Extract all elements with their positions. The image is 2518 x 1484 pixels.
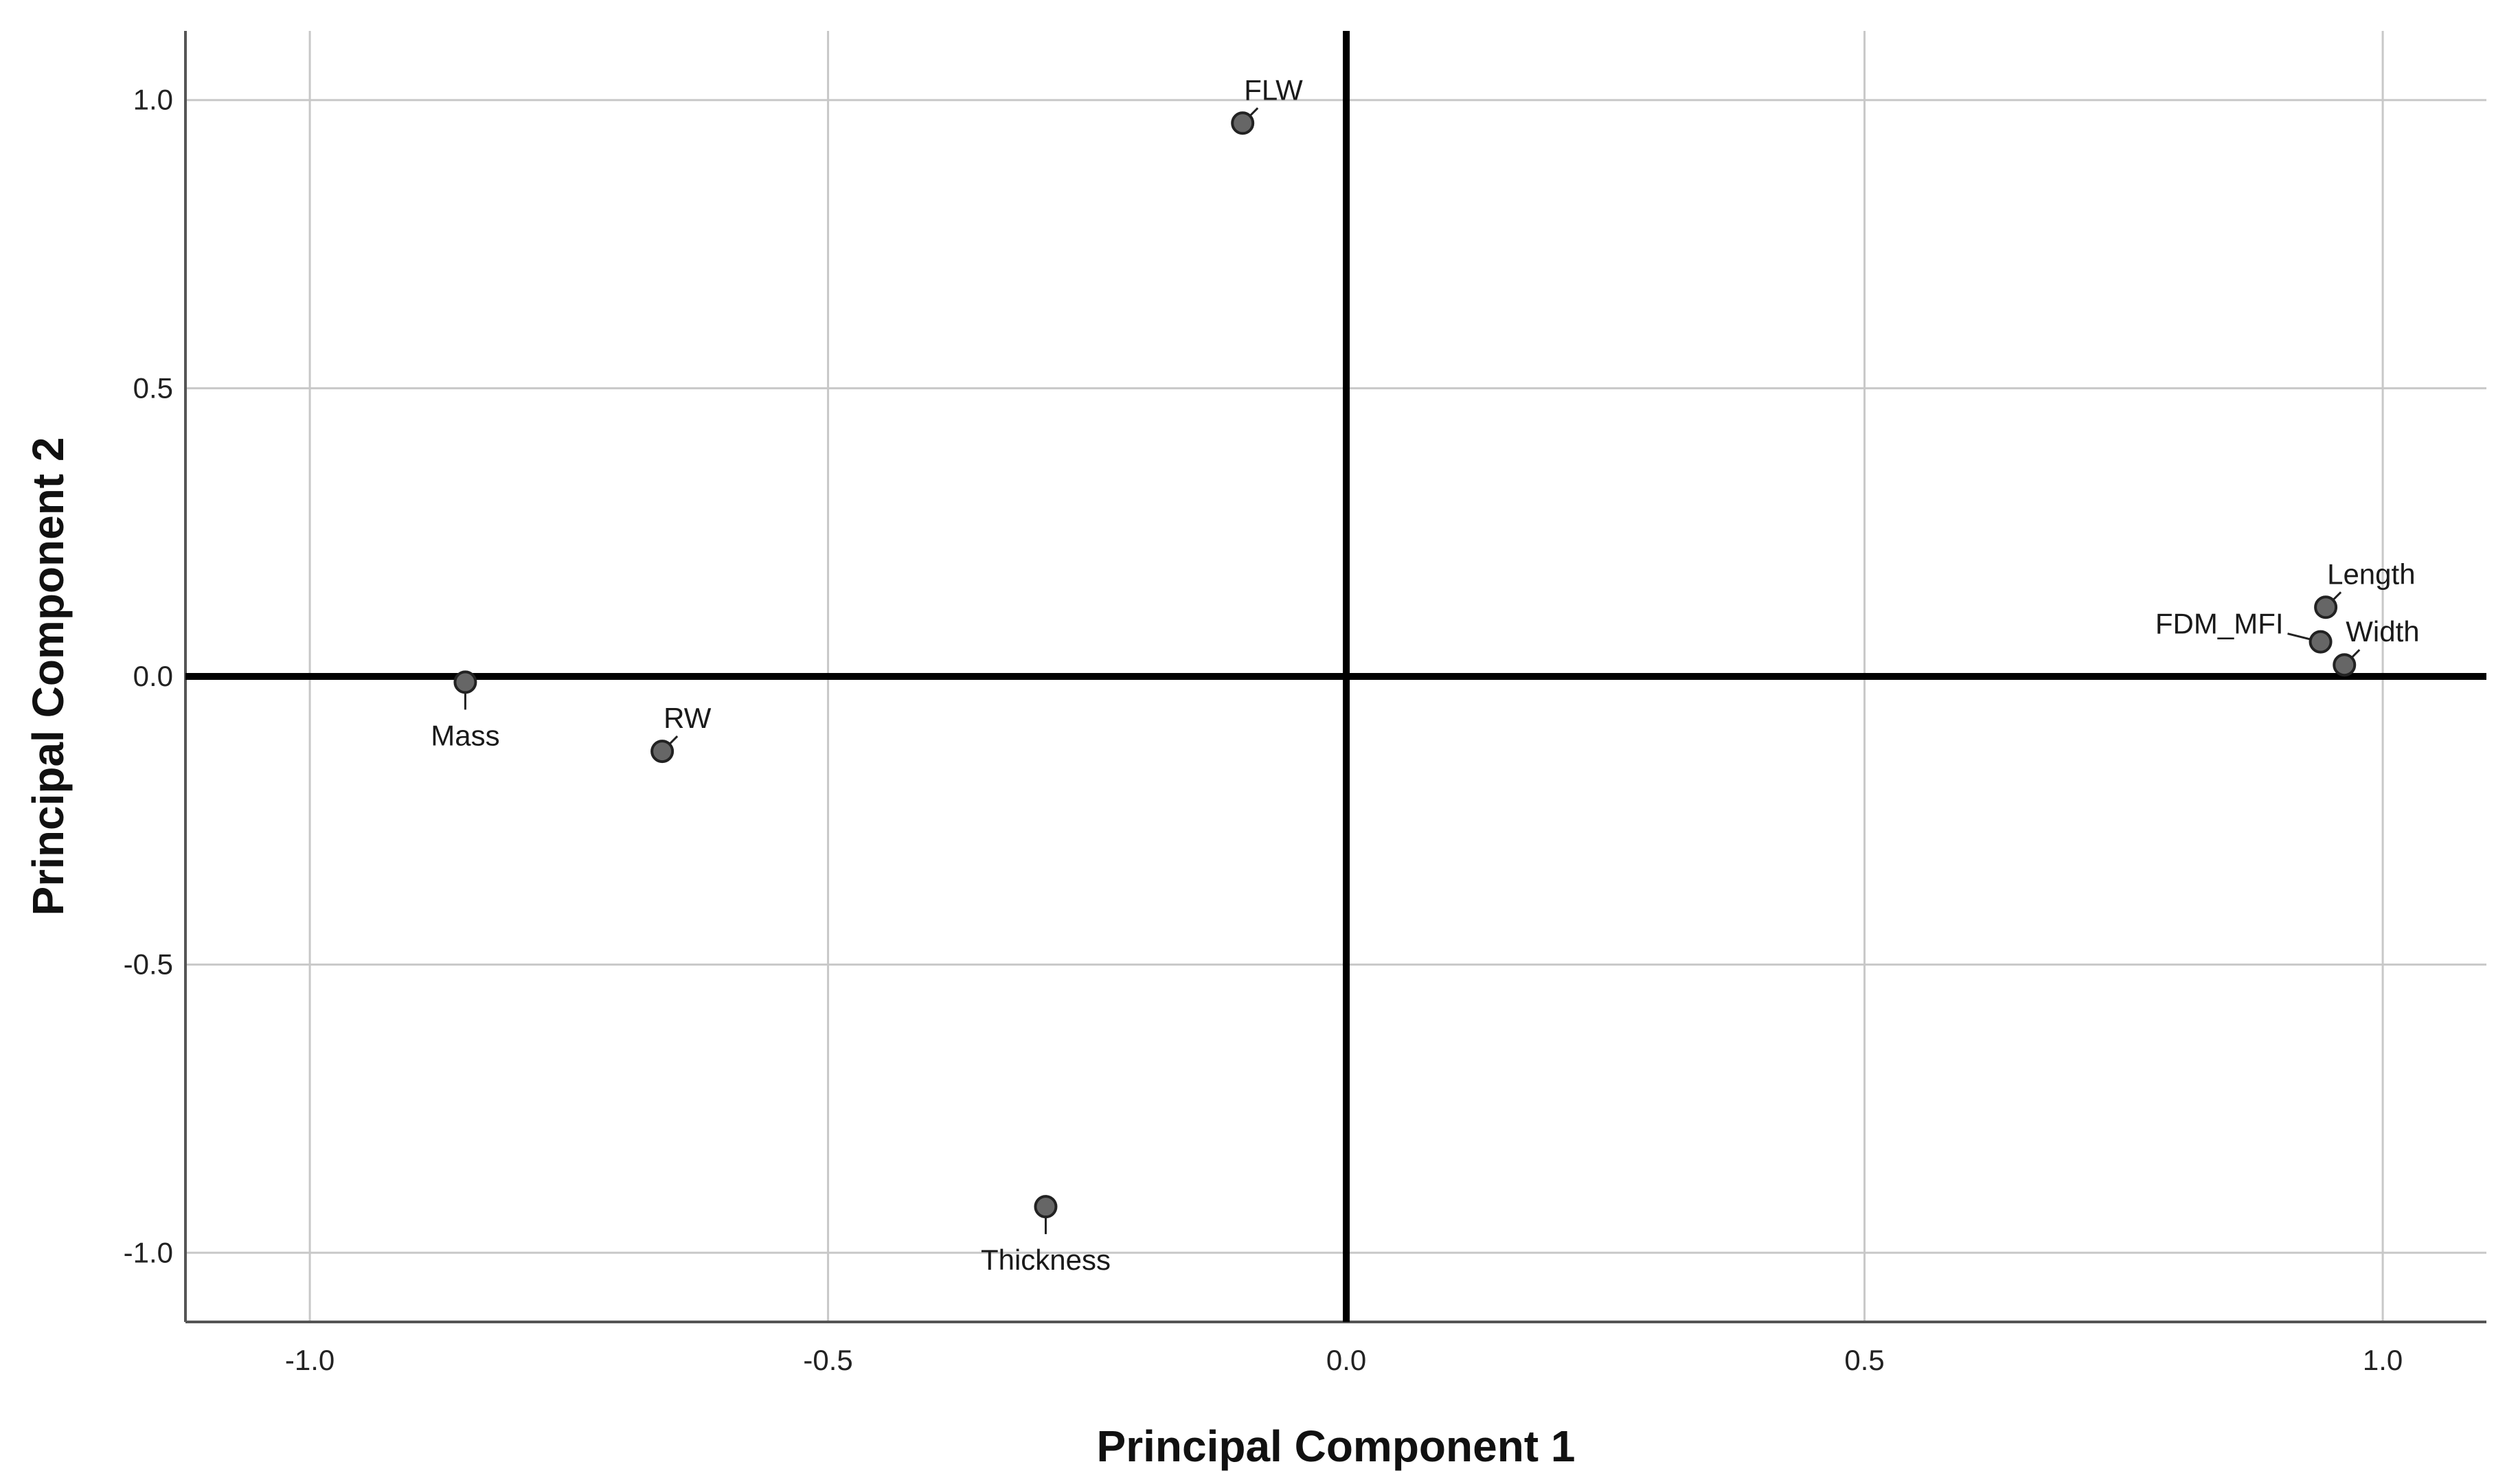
- data-label: Thickness: [981, 1244, 1111, 1276]
- y-tick-label: -1.0: [124, 1236, 173, 1268]
- x-tick-labels: -1.0 -0.5 0.0 0.5 1.0: [285, 1344, 2403, 1376]
- data-point: [453, 670, 477, 694]
- data-label: Length: [2327, 558, 2415, 590]
- y-tick-label: 0.0: [133, 660, 173, 692]
- data-point: [650, 740, 674, 764]
- y-tick-label: 0.5: [133, 372, 173, 404]
- data-label: FLW: [1244, 73, 1303, 106]
- data-point: [2314, 595, 2338, 619]
- data-point: [1231, 111, 1255, 135]
- data-point-group: FLW: [1231, 73, 1303, 135]
- data-label: RW: [663, 702, 712, 734]
- data-label: Width: [2346, 615, 2419, 648]
- x-axis-title: Principal Component 1: [1097, 1422, 1576, 1471]
- x-tick-label: 0.5: [1844, 1344, 1884, 1376]
- data-point-group: Width: [2333, 615, 2420, 677]
- data-point: [2333, 653, 2357, 677]
- data-point-group: Length: [2314, 558, 2416, 619]
- data-point: [1034, 1195, 1058, 1219]
- x-tick-label: -1.0: [285, 1344, 334, 1376]
- x-tick-label: 1.0: [2363, 1344, 2403, 1376]
- data-point-group: FDM_MFI: [2155, 608, 2333, 654]
- y-tick-labels: 1.0 0.5 0.0 -0.5 -1.0: [124, 84, 173, 1269]
- data-label: FDM_MFI: [2155, 608, 2284, 640]
- data-point-group: RW: [650, 702, 712, 764]
- y-axis-title: Principal Component 2: [23, 437, 73, 916]
- data-label: Mass: [431, 719, 499, 751]
- data-point-group: Thickness: [981, 1195, 1111, 1276]
- x-tick-label: 0.0: [1326, 1344, 1366, 1376]
- data-point-group: Mass: [431, 670, 500, 751]
- y-tick-label: 1.0: [133, 84, 173, 116]
- data-point: [2309, 630, 2333, 654]
- reference-lines: [185, 31, 2486, 1322]
- data-points: FLW Length FDM_MFI Width Mass RW Thickness: [431, 73, 2419, 1276]
- y-tick-label: -0.5: [124, 948, 173, 981]
- x-tick-label: -0.5: [803, 1344, 852, 1376]
